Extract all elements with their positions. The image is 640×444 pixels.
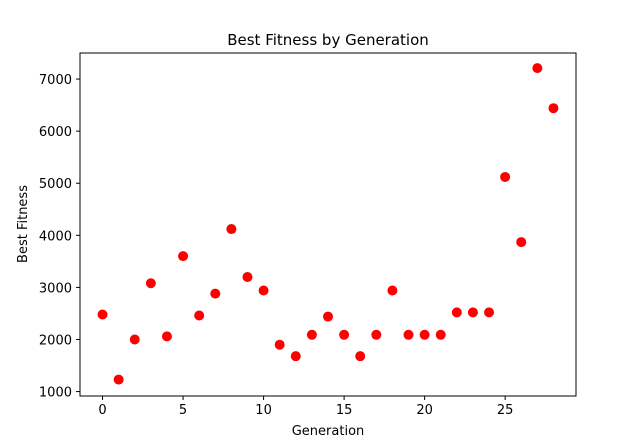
data-point <box>306 329 317 340</box>
y-tick-label: 4000 <box>39 229 72 244</box>
data-point <box>194 310 205 321</box>
x-tick-label: 15 <box>336 403 353 418</box>
data-point <box>210 288 221 299</box>
x-tick-label: 10 <box>255 403 272 418</box>
data-point <box>435 329 446 340</box>
data-point <box>323 311 333 322</box>
data-point <box>467 307 478 318</box>
y-tick-label: 2000 <box>39 333 72 348</box>
data-point <box>258 285 269 296</box>
x-tick-label: 5 <box>179 403 187 418</box>
data-point <box>290 351 301 362</box>
chart-title: Best Fitness by Generation <box>227 31 429 49</box>
x-axis: 0 5 10 15 20 25 <box>98 396 513 418</box>
data-point <box>145 278 156 289</box>
data-point <box>97 309 108 320</box>
y-tick-label: 6000 <box>39 125 72 140</box>
data-point <box>387 285 398 296</box>
x-axis-label: Generation <box>292 424 365 439</box>
x-tick-label: 20 <box>416 403 433 418</box>
data-point <box>226 224 237 235</box>
y-tick-label: 3000 <box>39 281 72 296</box>
data-point <box>548 103 559 114</box>
data-point <box>129 334 140 345</box>
y-tick-label: 1000 <box>39 386 72 401</box>
data-point <box>242 271 253 282</box>
x-tick-label: 0 <box>98 403 106 418</box>
data-point <box>419 329 430 340</box>
y-tick-label: 7000 <box>39 73 72 88</box>
data-point <box>178 251 189 262</box>
data-point <box>403 329 414 340</box>
data-point <box>274 339 285 350</box>
data-point <box>484 307 495 318</box>
data-point <box>371 329 382 340</box>
data-point <box>339 329 350 340</box>
data-point <box>451 307 462 318</box>
x-tick-label: 25 <box>497 403 514 418</box>
data-point <box>532 63 543 74</box>
plot-area <box>79 52 577 397</box>
y-axis-label: Best Fitness <box>16 185 31 263</box>
data-point <box>500 171 511 182</box>
y-tick-label: 5000 <box>39 177 72 192</box>
data-point <box>516 237 527 248</box>
data-points <box>97 63 559 385</box>
data-point <box>113 374 124 385</box>
y-axis: 1000 2000 3000 4000 5000 6000 7000 <box>39 73 80 401</box>
data-point <box>355 351 366 362</box>
data-point <box>161 331 172 342</box>
